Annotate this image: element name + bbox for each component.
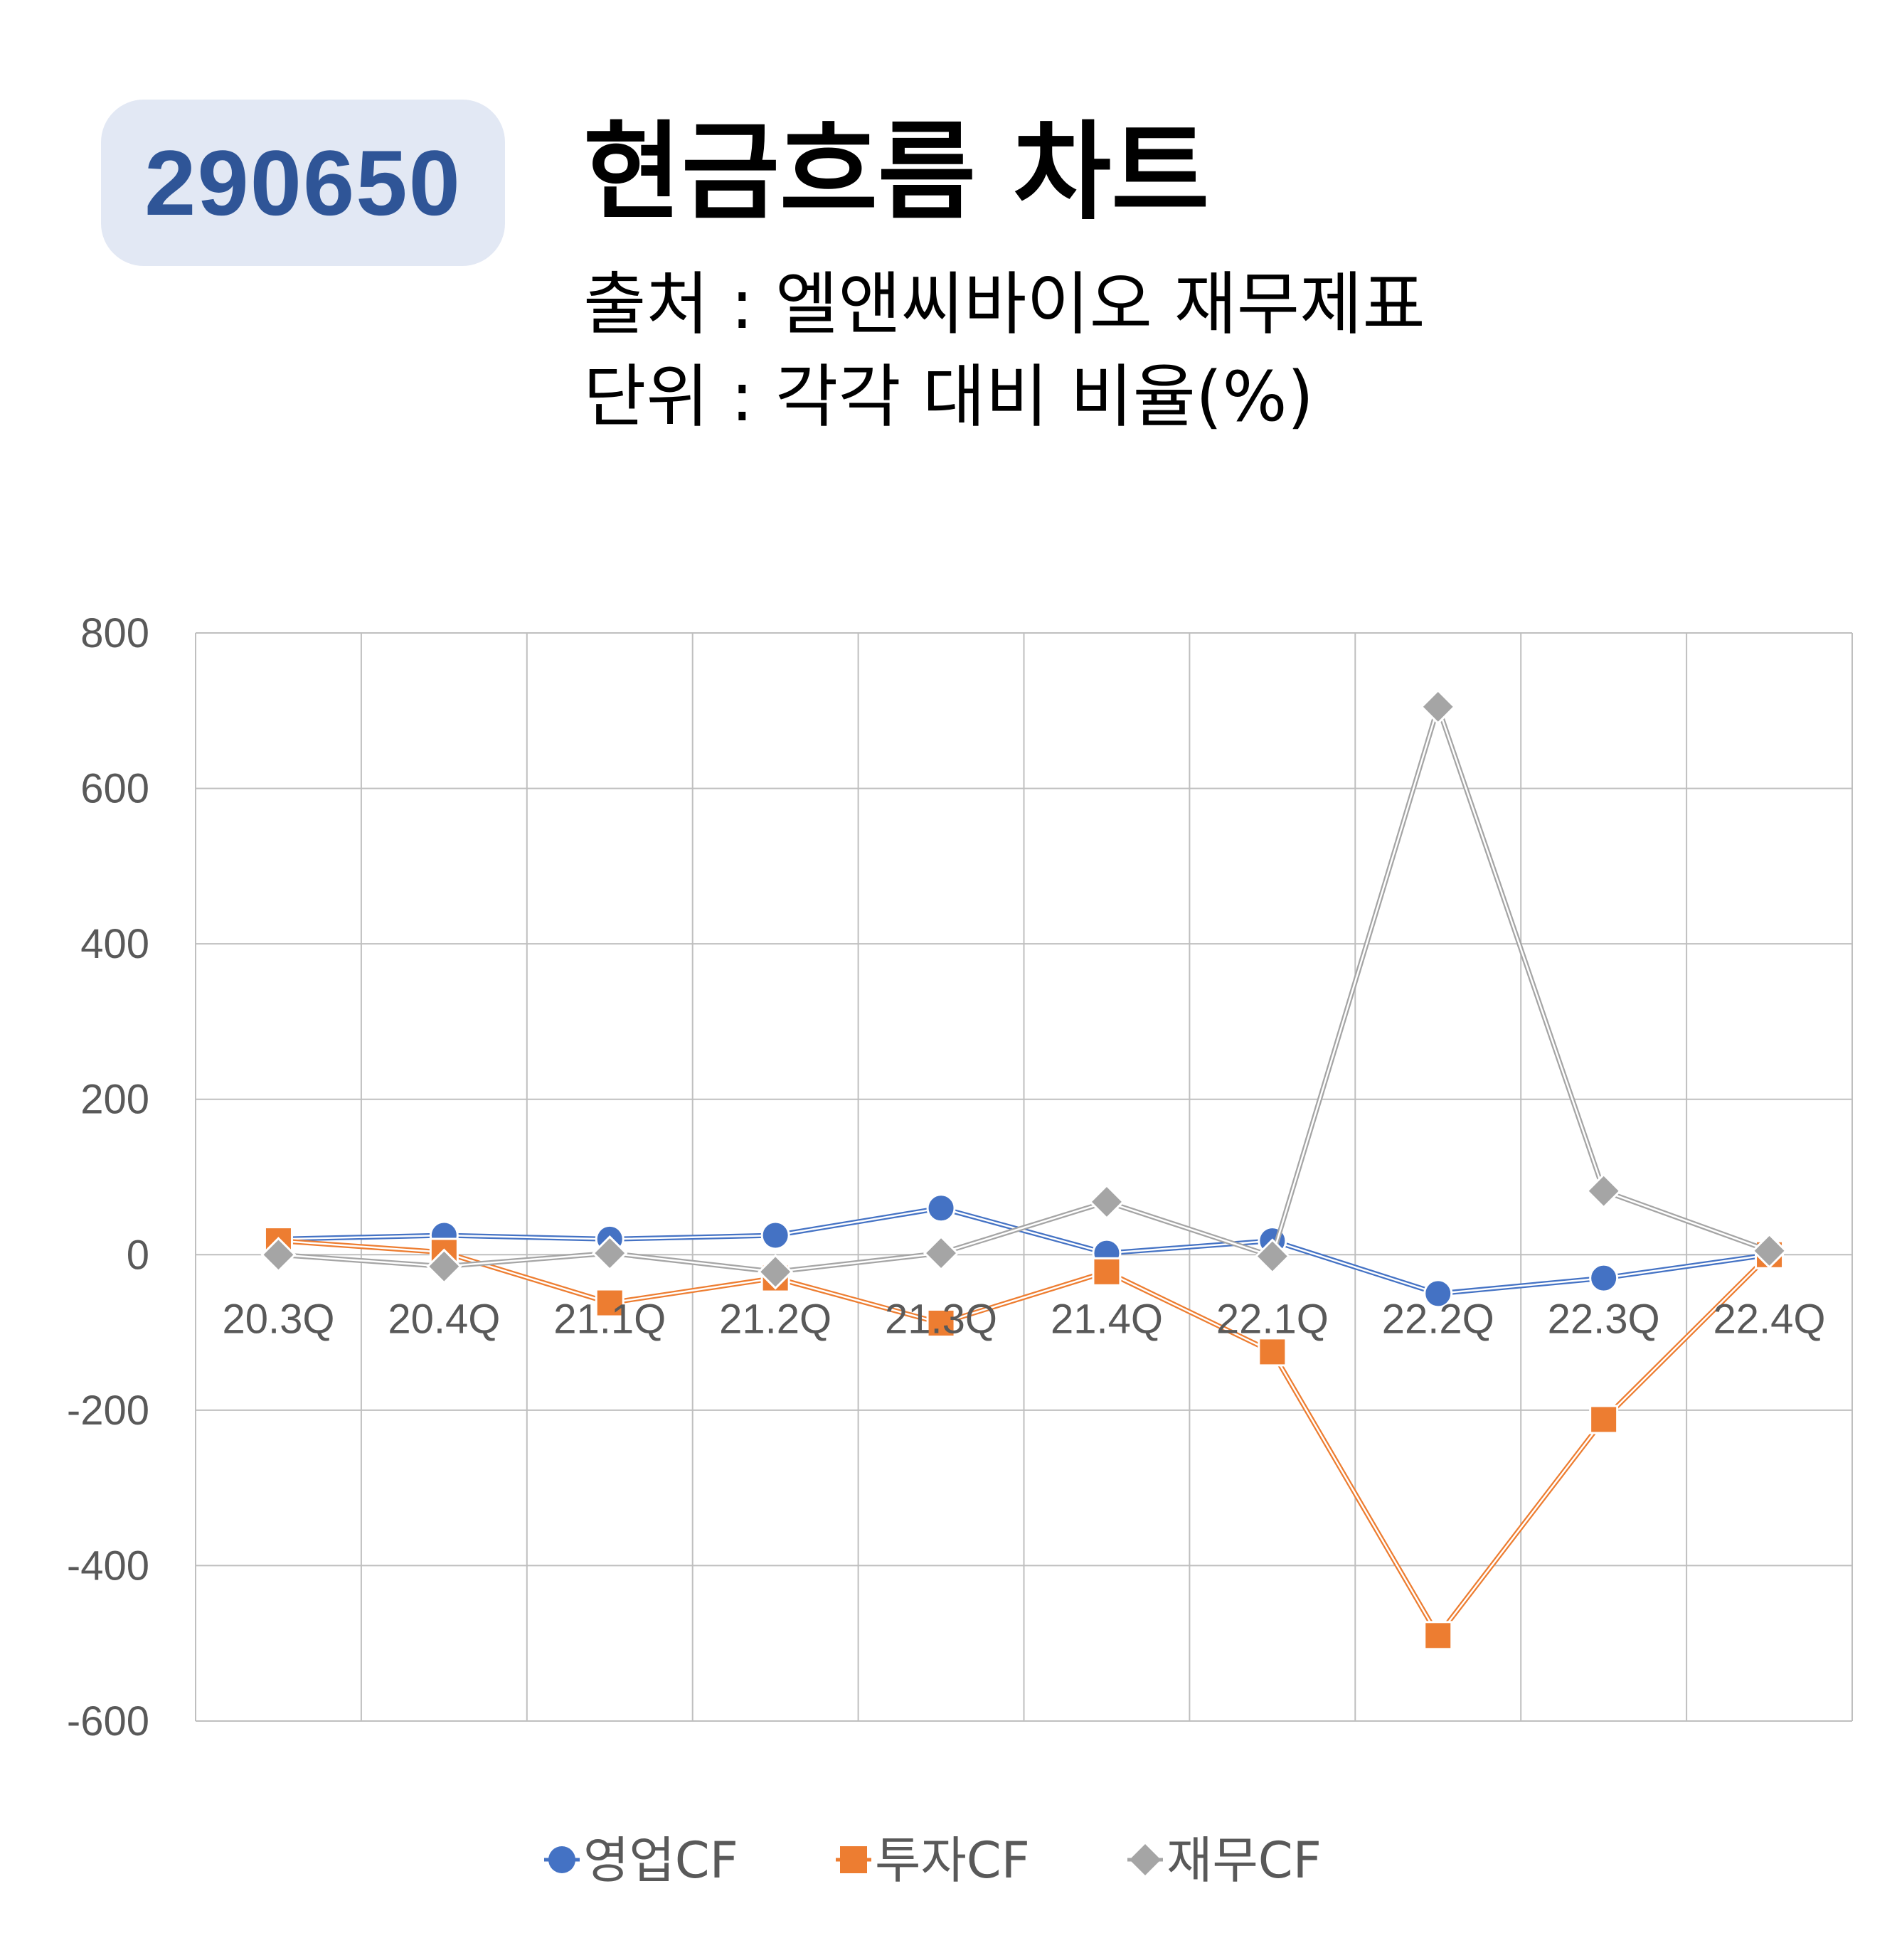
x-tick-label: 21.1Q [553,1296,666,1342]
series-line [278,1207,1770,1295]
ticker-badge: 290650 [101,100,505,266]
data-point [1585,1173,1622,1209]
data-point [760,1220,790,1250]
chart-grid [195,632,1853,1722]
x-tick-label: 20.3Q [222,1296,334,1342]
x-tick-label: 21.2Q [719,1296,831,1342]
data-point [923,1235,960,1272]
y-tick-label: 800 [80,610,149,656]
y-tick-label: 200 [80,1077,149,1123]
chart-title: 현금흐름 차트 [583,111,1210,235]
data-point [592,1235,628,1272]
data-point [1088,1183,1125,1220]
x-tick-label: 22.3Q [1548,1296,1660,1342]
chart-legend: 영업CF 투자CF 재무CF [544,1831,1322,1890]
x-tick-label: 22.1Q [1216,1296,1329,1342]
y-axis-ticks: 800 600 400 200 0 -200 -400 -600 [67,610,149,1745]
x-axis-ticks: 20.3Q 20.4Q 21.1Q 21.2Q 21.3Q 21.4Q 22.1Q 22.2Q… [222,1296,1825,1342]
y-tick-label: -200 [67,1388,149,1434]
data-point [1420,688,1456,725]
y-tick-label: 0 [127,1232,149,1278]
legend-label: 투자CF [875,1831,1030,1890]
data-point [758,1254,794,1290]
x-tick-label: 22.2Q [1382,1296,1494,1342]
data-point [1092,1257,1122,1287]
chart-series [260,688,1787,1651]
legend-marker [840,1846,867,1873]
chart-source: 출처 : 엘앤씨바이오 재무제표 [583,265,1425,344]
data-point [1258,1337,1287,1367]
data-point [926,1193,956,1223]
data-point [1423,1279,1453,1309]
x-tick-label: 21.4Q [1051,1296,1163,1342]
y-tick-label: -400 [67,1543,149,1589]
data-point [1254,1238,1290,1274]
legend-label: 재무CF [1167,1831,1322,1890]
series-line [278,703,1770,1273]
data-point [1423,1621,1453,1651]
data-point [1751,1232,1787,1269]
data-point [926,1308,956,1338]
chart-unit: 단위 : 각각 대비 비율(%) [583,357,1314,437]
data-point [1589,1405,1619,1434]
y-tick-label: -600 [67,1698,149,1745]
data-point [260,1237,297,1273]
legend-label: 영업CF [583,1831,738,1890]
x-tick-label: 21.3Q [885,1296,997,1342]
y-tick-label: 600 [80,766,149,812]
x-tick-label: 20.4Q [388,1296,500,1342]
series-line [278,1240,1770,1638]
data-point [426,1248,462,1284]
legend-marker [548,1846,575,1873]
legend-marker [1130,1844,1161,1875]
y-tick-label: 400 [80,921,149,967]
x-tick-label: 22.4Q [1713,1296,1826,1342]
ticker-code: 290650 [144,131,462,235]
data-point [1589,1263,1619,1293]
data-point [595,1288,625,1318]
